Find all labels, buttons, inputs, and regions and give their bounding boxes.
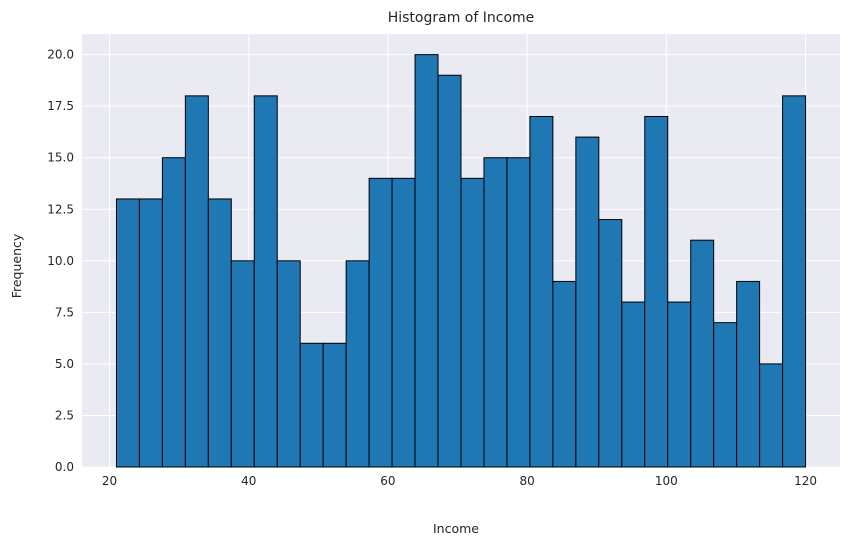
histogram-bar	[368, 177, 393, 468]
x-axis-ticks: 20 40 60 80 100 120	[102, 474, 817, 488]
x-tick-label: 120	[794, 474, 817, 488]
histogram-bar	[161, 157, 186, 468]
histogram-bar	[299, 342, 324, 468]
histogram-bar	[667, 301, 692, 468]
x-tick-label: 60	[380, 474, 395, 488]
histogram-bar	[276, 260, 301, 468]
x-axis-label: Income	[433, 521, 479, 536]
histogram-bar	[736, 280, 761, 468]
histogram-bars	[115, 54, 807, 468]
chart-title: Histogram of Income	[388, 10, 535, 26]
histogram-bar	[414, 54, 439, 468]
y-axis-ticks: 0.0 2.5 5.0 7.5 10.0 12.5 15.0 17.5 20.0	[47, 48, 74, 474]
x-tick-label: 20	[102, 474, 117, 488]
histogram-bar	[391, 177, 416, 468]
histogram-bar	[575, 136, 600, 468]
histogram-bar	[529, 115, 554, 468]
histogram-bar	[690, 239, 715, 468]
x-tick-label: 40	[241, 474, 256, 488]
histogram-bar	[437, 74, 462, 468]
y-tick-label: 20.0	[47, 48, 74, 62]
histogram-bar	[460, 177, 485, 468]
y-tick-label: 0.0	[55, 460, 74, 474]
y-tick-label: 17.5	[47, 99, 74, 113]
histogram-bar	[713, 322, 738, 468]
histogram-bar	[483, 157, 508, 468]
histogram-bar	[115, 198, 140, 468]
y-tick-label: 5.0	[55, 357, 74, 371]
histogram-bar	[782, 95, 807, 468]
x-tick-label: 100	[655, 474, 678, 488]
histogram-bar	[253, 95, 278, 468]
histogram-bar	[230, 260, 255, 468]
histogram-bar	[345, 260, 370, 468]
histogram-bar	[759, 363, 784, 468]
histogram-bar	[644, 115, 669, 468]
y-tick-label: 7.5	[55, 305, 74, 319]
histogram-bar	[138, 198, 163, 468]
histogram-bar	[598, 219, 623, 468]
histogram-bar	[506, 157, 531, 468]
y-axis-label: Frequency	[9, 233, 24, 298]
histogram-bar	[621, 301, 646, 468]
y-tick-label: 12.5	[47, 202, 74, 216]
y-tick-label: 15.0	[47, 151, 74, 165]
histogram-bar	[322, 342, 347, 468]
y-tick-label: 2.5	[55, 408, 74, 422]
histogram-bar	[207, 198, 232, 468]
x-tick-label: 80	[519, 474, 534, 488]
histogram-bar	[184, 95, 209, 468]
histogram-bar	[552, 280, 577, 468]
y-tick-label: 10.0	[47, 254, 74, 268]
